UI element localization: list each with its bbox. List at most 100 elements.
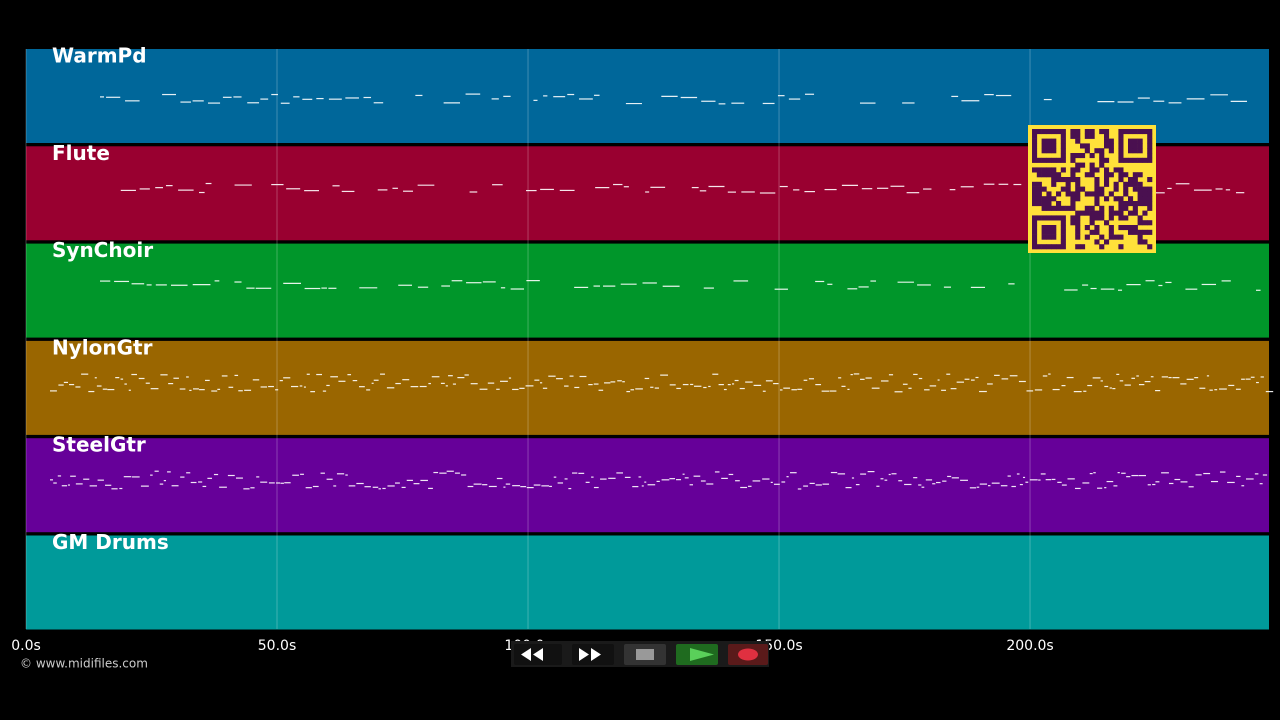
qr-cell bbox=[1147, 186, 1153, 192]
qr-cell bbox=[1070, 177, 1076, 183]
qr-cell bbox=[1142, 186, 1148, 192]
qr-cell bbox=[1032, 201, 1038, 207]
qr-cell bbox=[1089, 220, 1095, 226]
qr-cell bbox=[1142, 239, 1148, 245]
qr-cell bbox=[1147, 196, 1153, 202]
qr-cell bbox=[1118, 205, 1124, 211]
qr-cell bbox=[1132, 157, 1138, 163]
qr-cell bbox=[1065, 191, 1071, 197]
qr-cell bbox=[1070, 215, 1076, 221]
qr-cell bbox=[1142, 201, 1148, 207]
qr-cell bbox=[1128, 143, 1134, 149]
qr-cell bbox=[1118, 129, 1124, 135]
qr-cell bbox=[1060, 220, 1066, 226]
track-lane bbox=[26, 535, 1269, 630]
qr-cell bbox=[1036, 186, 1042, 192]
note-texture bbox=[50, 373, 1274, 393]
qr-cell bbox=[1142, 196, 1148, 202]
qr-cell bbox=[1075, 133, 1081, 139]
qr-cell bbox=[1094, 148, 1100, 154]
qr-cell bbox=[1051, 225, 1057, 231]
qr-cell bbox=[1032, 153, 1038, 159]
qr-cell bbox=[1084, 133, 1090, 139]
qr-cell bbox=[1132, 129, 1138, 135]
qr-cell bbox=[1070, 133, 1076, 139]
qr-cell bbox=[1123, 186, 1129, 192]
qr-cell bbox=[1137, 143, 1143, 149]
qr-cell bbox=[1094, 210, 1100, 216]
qr-cell bbox=[1075, 186, 1081, 192]
qr-cell bbox=[1051, 244, 1057, 250]
qr-cell bbox=[1056, 191, 1062, 197]
qr-cell bbox=[1051, 177, 1057, 183]
qr-cell bbox=[1118, 210, 1124, 216]
qr-cell bbox=[1041, 157, 1047, 163]
qr-cell bbox=[1075, 162, 1081, 168]
record-button[interactable] bbox=[728, 644, 768, 665]
qr-cell bbox=[1108, 225, 1114, 231]
qr-cell bbox=[1041, 234, 1047, 240]
qr-cell bbox=[1056, 201, 1062, 207]
qr-cell bbox=[1046, 191, 1052, 197]
qr-cell bbox=[1108, 148, 1114, 154]
track-name: NylonGtr bbox=[52, 335, 153, 359]
track-name: SteelGtr bbox=[52, 433, 146, 457]
tracks: WarmPd Flute SynChoir NylonGtr SteelGtr GM Dr… bbox=[26, 44, 1274, 630]
qr-cell bbox=[1099, 205, 1105, 211]
stop-button[interactable] bbox=[624, 644, 666, 665]
qr-cell bbox=[1137, 239, 1143, 245]
rewind-button[interactable] bbox=[514, 644, 562, 665]
qr-cell bbox=[1118, 244, 1124, 250]
qr-cell bbox=[1080, 210, 1086, 216]
qr-cell bbox=[1060, 205, 1066, 211]
qr-cell bbox=[1032, 215, 1038, 221]
qr-cell bbox=[1060, 239, 1066, 245]
qr-cell bbox=[1099, 153, 1105, 159]
qr-cell bbox=[1137, 172, 1143, 178]
qr-cell bbox=[1060, 229, 1066, 235]
qr-cell bbox=[1113, 167, 1119, 173]
qr-cell bbox=[1147, 133, 1153, 139]
qr-cell bbox=[1060, 244, 1066, 250]
qr-cell bbox=[1041, 172, 1047, 178]
qr-cell bbox=[1036, 157, 1042, 163]
qr-cell bbox=[1132, 148, 1138, 154]
qr-cell bbox=[1084, 234, 1090, 240]
qr-cell bbox=[1032, 229, 1038, 235]
qr-cell bbox=[1128, 229, 1134, 235]
qr-cell bbox=[1070, 191, 1076, 197]
qr-cell bbox=[1128, 201, 1134, 207]
qr-cell bbox=[1123, 201, 1129, 207]
qr-cell bbox=[1051, 167, 1057, 173]
qr-cell bbox=[1070, 196, 1076, 202]
qr-cell bbox=[1060, 129, 1066, 135]
qr-cell bbox=[1070, 205, 1076, 211]
qr-cell bbox=[1060, 225, 1066, 231]
qr-cell bbox=[1032, 167, 1038, 173]
qr-cell bbox=[1036, 196, 1042, 202]
qr-cell bbox=[1070, 157, 1076, 163]
qr-cell bbox=[1056, 172, 1062, 178]
track-lane bbox=[26, 243, 1269, 338]
qr-cell bbox=[1113, 234, 1119, 240]
qr-cell bbox=[1123, 215, 1129, 221]
qr-cell bbox=[1147, 177, 1153, 183]
qr-cell bbox=[1132, 186, 1138, 192]
qr-cell bbox=[1051, 215, 1057, 221]
play-button[interactable] bbox=[676, 644, 718, 665]
qr-cell bbox=[1075, 210, 1081, 216]
track-name: SynChoir bbox=[52, 238, 153, 262]
qr-cell bbox=[1147, 129, 1153, 135]
qr-cell bbox=[1046, 196, 1052, 202]
qr-cell bbox=[1137, 215, 1143, 221]
qr-cell bbox=[1147, 191, 1153, 197]
fast-forward-button[interactable] bbox=[572, 644, 614, 665]
qr-cell bbox=[1089, 210, 1095, 216]
qr-cell bbox=[1147, 138, 1153, 144]
qr-cell bbox=[1094, 186, 1100, 192]
qr-cell bbox=[1104, 181, 1110, 187]
qr-cell bbox=[1046, 167, 1052, 173]
qr-cell bbox=[1113, 186, 1119, 192]
qr-cell bbox=[1084, 143, 1090, 149]
qr-cell bbox=[1108, 191, 1114, 197]
